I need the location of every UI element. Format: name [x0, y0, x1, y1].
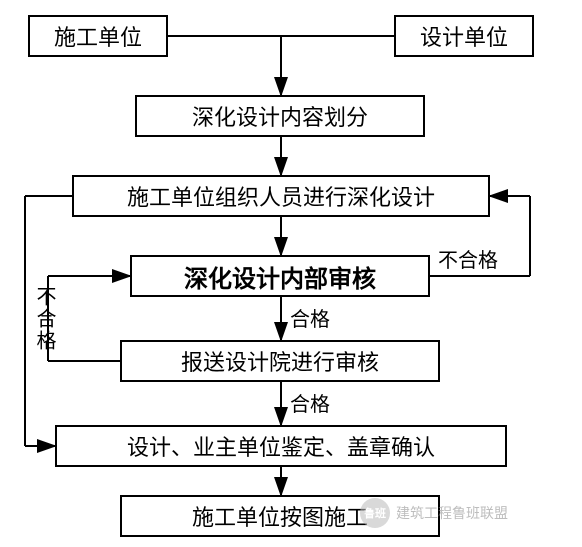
- node-label: 施工单位: [54, 20, 142, 52]
- node-label: 设计单位: [420, 20, 508, 52]
- watermark-icon-text: 鲁班: [364, 505, 386, 521]
- node-label: 报送设计院进行审核: [181, 345, 379, 377]
- node-internal-review: 深化设计内部审核: [130, 255, 430, 297]
- node-label: 施工单位按图施工: [192, 500, 368, 532]
- edge-label-pass-1: 合格: [290, 303, 330, 332]
- node-design-unit: 设计单位: [394, 15, 534, 57]
- node-label: 深化设计内容划分: [192, 100, 368, 132]
- watermark: 鲁班 建筑工程鲁班联盟: [360, 498, 508, 528]
- watermark-text: 建筑工程鲁班联盟: [396, 503, 508, 523]
- flowchart-canvas: 施工单位 设计单位 深化设计内容划分 施工单位组织人员进行深化设计 深化设计内部…: [0, 0, 582, 547]
- node-label: 设计、业主单位鉴定、盖章确认: [127, 430, 435, 462]
- edge-label-fail-left: 不合格: [30, 286, 59, 352]
- node-label: 深化设计内部审核: [184, 259, 376, 294]
- node-construction-unit: 施工单位: [28, 15, 168, 57]
- node-content-division: 深化设计内容划分: [135, 95, 425, 137]
- watermark-icon: 鲁班: [360, 498, 390, 528]
- node-submit-institute-review: 报送设计院进行审核: [120, 340, 440, 382]
- node-owner-confirm-stamp: 设计、业主单位鉴定、盖章确认: [55, 425, 507, 467]
- edge-label-fail-right: 不合格: [438, 244, 498, 273]
- node-organize-detailed-design: 施工单位组织人员进行深化设计: [72, 175, 490, 217]
- node-label: 施工单位组织人员进行深化设计: [127, 180, 435, 212]
- edge-label-pass-2: 合格: [290, 388, 330, 417]
